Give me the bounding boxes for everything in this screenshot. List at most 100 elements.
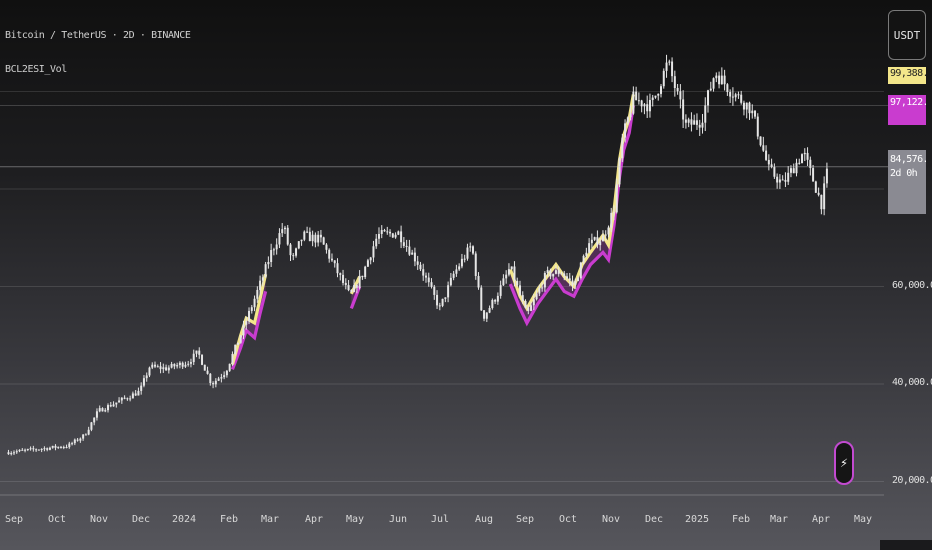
candle-body — [566, 276, 568, 279]
axis-corner — [880, 540, 932, 550]
candle-body — [303, 231, 306, 240]
x-tick-label: Nov — [89, 514, 109, 525]
x-tick-label: 2024 — [171, 514, 197, 525]
candle-body — [7, 452, 10, 455]
x-tick-label: Jun — [388, 514, 408, 525]
currency-button[interactable]: USDT — [888, 10, 926, 60]
candle-body — [574, 281, 577, 286]
candle-body — [380, 230, 383, 234]
candle-body — [21, 449, 24, 451]
candle-body — [203, 364, 206, 371]
candle-body — [292, 255, 295, 257]
candle-body — [195, 350, 198, 354]
candle-body — [568, 278, 571, 281]
candle-body — [62, 447, 65, 449]
candle-body — [671, 61, 674, 77]
candle-body — [803, 152, 806, 155]
candle-body — [413, 252, 416, 262]
candle-body — [530, 305, 533, 311]
symbol-title[interactable]: Bitcoin / TetherUS · 2D · BINANCE — [5, 30, 191, 41]
candle-body — [394, 234, 397, 238]
candle-body — [491, 300, 494, 309]
candle-body — [170, 363, 173, 368]
candle-body — [687, 119, 690, 123]
upper-band-line — [349, 276, 362, 295]
candle-body — [787, 172, 790, 182]
candle-body — [466, 247, 469, 259]
candle-body — [792, 168, 795, 174]
candle-body — [709, 88, 712, 91]
candle-body — [391, 233, 394, 238]
candle-body — [610, 212, 613, 228]
candle-body — [596, 237, 599, 246]
candle-body — [32, 448, 35, 450]
candle-body — [87, 429, 90, 435]
x-tick-label: Dec — [644, 514, 664, 525]
candle-body — [549, 270, 552, 277]
candle-body — [742, 102, 745, 110]
candle-body — [762, 145, 765, 151]
indicator-bands — [230, 94, 635, 370]
candle-body — [29, 448, 32, 450]
candle-body — [532, 299, 535, 306]
candle-body — [427, 277, 430, 283]
candle-body — [311, 234, 314, 242]
lightning-bolt-icon[interactable]: ⚡ — [834, 441, 854, 485]
candle-body — [535, 293, 538, 300]
candle-body — [93, 417, 96, 423]
candle-body — [560, 273, 563, 275]
candle-body — [65, 447, 68, 449]
candle-body — [754, 110, 757, 117]
candle-body — [248, 310, 251, 322]
candle-body — [444, 297, 447, 299]
candle-body — [505, 274, 508, 279]
candle-body — [776, 176, 779, 183]
x-tick-label: Sep — [515, 514, 535, 525]
candle-body — [720, 75, 723, 85]
candle-body — [582, 255, 585, 263]
candle-body — [84, 434, 87, 436]
candle-body — [253, 298, 256, 308]
candle-body — [518, 285, 521, 296]
candle-body — [220, 377, 223, 379]
candle-body — [358, 275, 361, 288]
candle-body — [82, 434, 85, 439]
candle-body — [618, 158, 621, 185]
candle-body — [488, 308, 491, 313]
candle-body — [615, 184, 618, 213]
indicator-label[interactable]: BCL2ESI_Vol — [5, 64, 67, 75]
candle-body — [339, 273, 342, 275]
x-tick-label: Feb — [731, 514, 751, 525]
candle-body — [643, 104, 646, 107]
candle-body — [156, 366, 159, 368]
candle-body — [13, 452, 15, 454]
candle-body — [543, 272, 546, 288]
x-tick-label: Nov — [601, 514, 621, 525]
candle-body — [228, 363, 231, 371]
x-tick-label: Sep — [4, 514, 24, 525]
candle-body — [361, 275, 364, 278]
candle-body — [651, 97, 654, 101]
candle-body — [740, 94, 743, 103]
candle-body — [604, 234, 607, 236]
candle-body — [516, 280, 519, 286]
candle-body — [54, 445, 57, 448]
candle-body — [554, 270, 557, 274]
candle-body — [162, 367, 165, 370]
candle-body — [123, 397, 126, 399]
candle-body — [225, 370, 228, 376]
candle-body — [283, 227, 286, 230]
candle-body — [731, 96, 734, 98]
candle-body — [18, 449, 21, 452]
candle-body — [734, 94, 737, 98]
candle-body — [637, 100, 640, 102]
candle-body — [571, 280, 574, 286]
candle-body — [759, 136, 762, 146]
candle-body — [693, 120, 696, 125]
candle-body — [51, 445, 54, 448]
candle-body — [422, 269, 425, 276]
candle-body — [798, 162, 801, 164]
upper-band-line — [508, 94, 635, 312]
candle-body — [424, 275, 427, 278]
